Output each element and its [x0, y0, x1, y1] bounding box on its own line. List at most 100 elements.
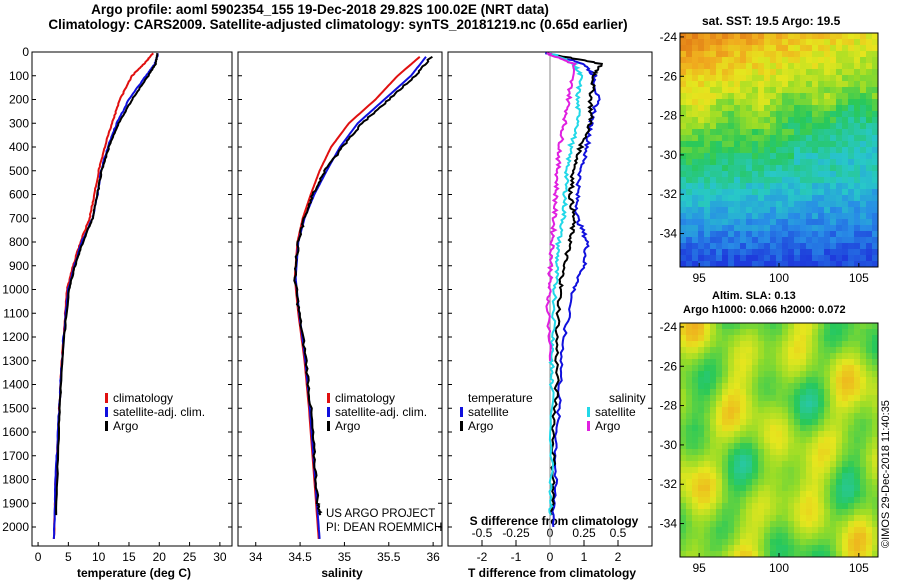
- sst-map-cell: [728, 39, 735, 46]
- legend-s-satellite-swatch: [587, 407, 590, 417]
- sla-map-cell: [770, 341, 777, 348]
- sst-map-cell: [752, 63, 759, 70]
- sla-map-cell: [794, 479, 801, 486]
- sst-map-cell: [680, 99, 687, 106]
- sst-map-cell: [800, 237, 807, 244]
- sla-map-cell: [770, 389, 777, 396]
- sla-map-cell: [854, 449, 861, 456]
- sla-map-cell: [818, 359, 825, 366]
- sst-map-cell: [782, 117, 789, 124]
- sst-map-cell: [860, 225, 867, 232]
- sst-map-cell: [824, 183, 831, 190]
- sst-map-cell: [764, 39, 771, 46]
- sla-map-cell: [680, 545, 687, 552]
- sla-map-cell: [812, 407, 819, 414]
- sla-map-cell: [746, 413, 753, 420]
- sst-map-cell: [740, 123, 747, 130]
- sla-map-cell: [848, 395, 855, 402]
- sst-map-cell: [764, 225, 771, 232]
- sla-map-cell: [812, 383, 819, 390]
- sst-map-cell: [704, 195, 711, 202]
- sst-map-cell: [716, 261, 723, 268]
- sst-map-cell: [746, 189, 753, 196]
- sst-map-cell: [698, 231, 705, 238]
- sst-map-cell: [686, 195, 693, 202]
- sla-map-cell: [836, 443, 843, 450]
- sst-map-cell: [722, 165, 729, 172]
- sst-map-cell: [764, 159, 771, 166]
- sla-map-cell: [758, 539, 765, 546]
- sla-map-cell: [734, 503, 741, 510]
- sst-map-cell: [710, 33, 717, 40]
- sla-map-cell: [854, 473, 861, 480]
- sla-map-cell: [794, 473, 801, 480]
- sst-map-cell: [692, 99, 699, 106]
- sla-map-cell: [710, 389, 717, 396]
- sla-map-cell: [770, 461, 777, 468]
- sst-map-cell: [758, 261, 765, 268]
- sst-map-cell: [734, 177, 741, 184]
- sla-map-cell: [854, 551, 861, 558]
- sst-map-cell: [758, 177, 765, 184]
- sla-map-cell: [794, 365, 801, 372]
- sla-map-cell: [680, 467, 687, 474]
- sst-map-cell: [764, 255, 771, 262]
- sla-map-cell: [764, 521, 771, 528]
- sla-map-cell: [692, 365, 699, 372]
- sst-map-cell: [842, 207, 849, 214]
- sst-map-cell: [782, 105, 789, 112]
- sst-map-cell: [794, 87, 801, 94]
- sst-map-cell: [728, 171, 735, 178]
- sla-map-cell: [764, 335, 771, 342]
- sla-map-cell: [812, 467, 819, 474]
- sst-map-cell: [794, 213, 801, 220]
- sst-map-cell: [770, 261, 777, 268]
- sla-map-cell: [776, 419, 783, 426]
- sla-map-cell: [740, 437, 747, 444]
- sst-map-cell: [794, 111, 801, 118]
- sla-map-cell: [764, 503, 771, 510]
- sla-map-cell: [824, 365, 831, 372]
- sst-map-cell: [848, 201, 855, 208]
- sst-map-cell: [686, 99, 693, 106]
- sla-map-cell: [782, 491, 789, 498]
- sst-map-cell: [716, 195, 723, 202]
- sla-map-cell: [812, 353, 819, 360]
- sst-map-cell: [734, 243, 741, 250]
- sla-map-cell: [752, 551, 759, 558]
- sst-map-cell: [800, 141, 807, 148]
- sst-map-cell: [704, 63, 711, 70]
- sla-map-cell: [758, 527, 765, 534]
- sla-map-cell: [794, 407, 801, 414]
- sst-map-cell: [728, 261, 735, 268]
- sst-map-cell: [734, 45, 741, 52]
- sst-map-cell: [854, 189, 861, 196]
- sst-map-cell: [752, 141, 759, 148]
- sst-map-cell: [710, 51, 717, 58]
- sst-map-cell: [872, 69, 879, 76]
- sst-map-cell: [698, 93, 705, 100]
- sst-map-cell: [752, 135, 759, 142]
- sst-map-cell: [734, 255, 741, 262]
- sst-map-cell: [788, 213, 795, 220]
- sst-map-cell: [788, 93, 795, 100]
- sla-map-cell: [728, 497, 735, 504]
- sst-map-cell: [836, 261, 843, 268]
- sst-map-cell: [734, 117, 741, 124]
- sla-map-cell: [692, 479, 699, 486]
- temperature-xtick-label: 30: [213, 550, 227, 564]
- sla-map-cell: [830, 389, 837, 396]
- sla-map-cell: [746, 377, 753, 384]
- sla-map-cell: [764, 491, 771, 498]
- sla-map-cell: [722, 497, 729, 504]
- sla-map-cell: [806, 533, 813, 540]
- sst-map-cell: [872, 195, 879, 202]
- sla-map-cell: [788, 473, 795, 480]
- sla-map-cell: [866, 473, 873, 480]
- sst-map-cell: [686, 111, 693, 118]
- sst-map-cell: [836, 189, 843, 196]
- sla-map-cell: [788, 461, 795, 468]
- sst-map-cell: [752, 87, 759, 94]
- sst-map-cell: [836, 135, 843, 142]
- sst-map-cell: [824, 171, 831, 178]
